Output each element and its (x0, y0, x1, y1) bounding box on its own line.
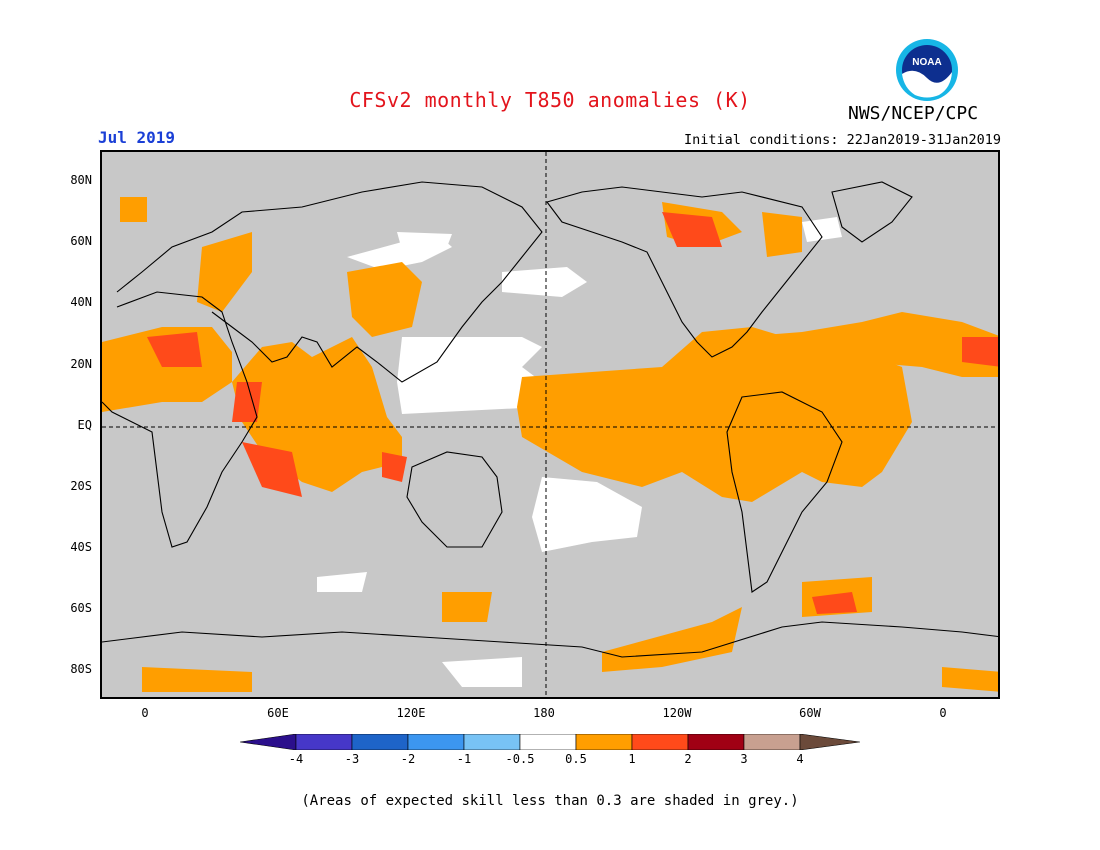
warm-anomaly-regions-1-2 (147, 212, 998, 614)
madagascar-hot (242, 442, 302, 497)
colorbar-segment-7 (631, 733, 689, 751)
south-pacific-white (532, 477, 642, 552)
x-label-180: 180 (533, 706, 555, 720)
colorbar-label-minus2: -2 (400, 752, 416, 766)
colorbar-segment-8 (687, 733, 745, 751)
north-pacific-white (502, 267, 587, 297)
southern-ocean-warm-2 (442, 592, 492, 622)
colorbar (239, 733, 861, 754)
y-label-60n: 60N (70, 234, 92, 248)
canada-white (802, 217, 842, 242)
y-label-40s: 40S (70, 540, 92, 554)
y-label-60s: 60S (70, 601, 92, 615)
colorbar-label-4: 4 (796, 752, 804, 766)
chart-title: CFSv2 monthly T850 anomalies (K) (349, 88, 751, 112)
colorbar-label-minus4: -4 (288, 752, 304, 766)
south-america-coast (726, 391, 843, 593)
eurasia-coast (116, 181, 543, 383)
noaa-logo: NOAA (895, 38, 959, 102)
north-america-coast (546, 186, 823, 358)
y-label-40n: 40N (70, 295, 92, 309)
antarctic-white (442, 657, 522, 687)
colorbar-upper-arrow (799, 733, 861, 751)
colorbar-label-05: 0.5 (565, 752, 587, 766)
colorbar-label-minus05: -0.5 (505, 752, 535, 766)
antarctic-warm-1 (142, 667, 252, 692)
x-label-0: 0 (141, 706, 149, 720)
hudson-warm (762, 212, 802, 257)
colorbar-label-2: 2 (684, 752, 692, 766)
atlantic-hot (962, 337, 998, 367)
africa-coast (102, 291, 258, 548)
indonesia-hot (382, 452, 407, 482)
southern-ocean-warm-1 (602, 607, 742, 672)
colorbar-label-minus1: -1 (456, 752, 472, 766)
colorbar-segment-3 (407, 733, 465, 751)
y-label-20s: 20S (70, 479, 92, 493)
map-svg (102, 152, 998, 697)
europe-warm (197, 232, 252, 312)
initial-conditions-label: Initial conditions: 22Jan2019-31Jan2019 (684, 132, 1001, 148)
map-panel (100, 150, 1000, 699)
arabia-hot (147, 332, 202, 367)
colorbar-segment-2 (351, 733, 409, 751)
siberia-white (397, 232, 452, 250)
greenland-coast (831, 181, 913, 243)
colorbar-label-minus3: -3 (344, 752, 360, 766)
southern-ocean-white (317, 572, 367, 592)
tropical-pacific-white (397, 337, 542, 414)
africa-warm (102, 327, 232, 412)
warm-anomaly-regions-0.5-1 (102, 197, 998, 692)
australia-coast (406, 451, 503, 548)
colorbar-segment-5 (519, 733, 577, 751)
arctic-warm (120, 197, 147, 222)
noaa-logo-text: NOAA (912, 57, 941, 68)
skill-note: (Areas of expected skill less than 0.3 a… (301, 793, 799, 809)
agency-label: NWS/NCEP/CPC (848, 103, 979, 124)
colorbar-label-1: 1 (628, 752, 636, 766)
y-label-80n: 80N (70, 173, 92, 187)
colorbar-segment-1 (295, 733, 353, 751)
antarctic-warm-2 (942, 667, 998, 692)
y-label-20n: 20N (70, 357, 92, 371)
y-label-80s: 80S (70, 662, 92, 676)
month-label: Jul 2019 (98, 128, 176, 147)
x-label-60e: 60E (267, 706, 289, 720)
colorbar-segment-6 (575, 733, 633, 751)
coastlines (102, 181, 998, 658)
colorbar-segment-4 (463, 733, 521, 751)
colorbar-label-3: 3 (740, 752, 748, 766)
x-label-0-right: 0 (939, 706, 947, 720)
x-label-120e: 120E (396, 706, 426, 720)
x-label-60w: 60W (799, 706, 821, 720)
x-label-120w: 120W (662, 706, 692, 720)
colorbar-lower-arrow (239, 733, 297, 751)
y-label-eq: EQ (77, 418, 92, 432)
north-atlantic-warm (737, 312, 998, 377)
tropical-pacific-warm (517, 327, 912, 502)
east-africa-hot (232, 382, 262, 422)
south-atlantic-hot (812, 592, 857, 614)
colorbar-segment-9 (743, 733, 801, 751)
antarctica-coast (102, 621, 998, 658)
arctic-canada-hot (662, 212, 722, 247)
east-asia-warm (347, 262, 422, 337)
